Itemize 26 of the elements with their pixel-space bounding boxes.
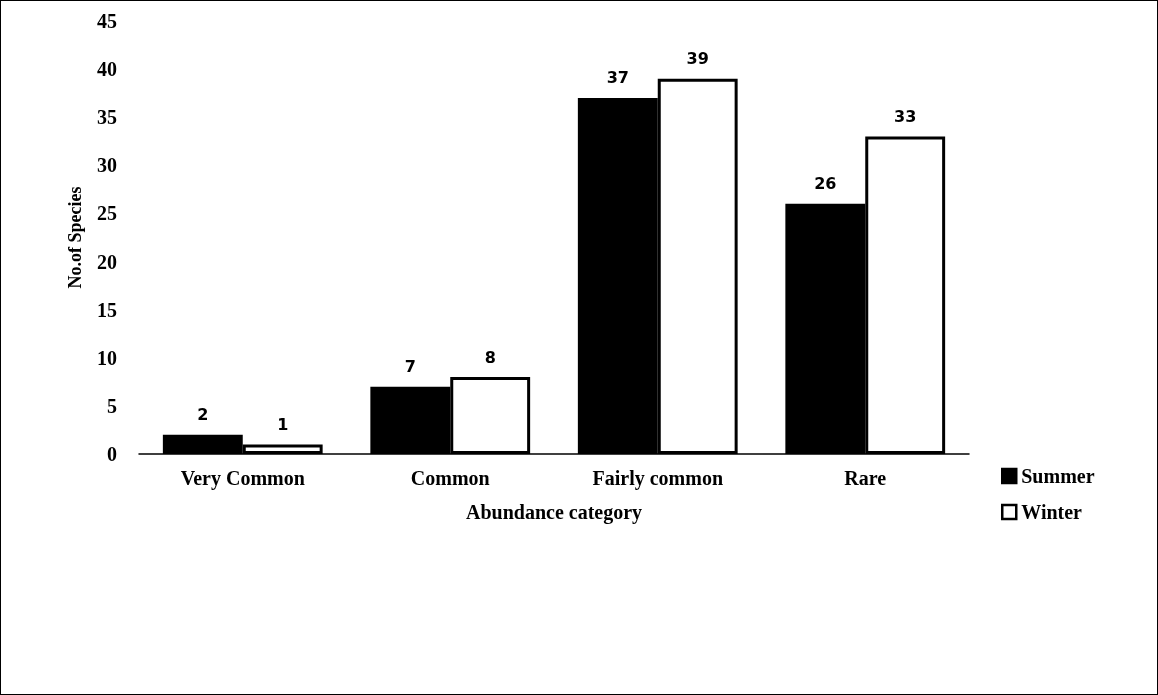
data-label: 7 [404, 357, 416, 377]
y-axis-title: No.of Species [65, 186, 85, 289]
x-tick-label: Common [410, 467, 490, 489]
legend-label: Summer [1021, 465, 1095, 487]
legend-label: Winter [1021, 501, 1083, 523]
x-tick-label: Fairly common [592, 467, 724, 490]
x-axis-title: Abundance category [465, 501, 643, 524]
data-label: 37 [606, 68, 629, 88]
data-label: 2 [197, 405, 209, 425]
y-tick-label: 35 [97, 106, 117, 129]
data-label: 39 [686, 49, 709, 69]
y-tick-label: 15 [97, 298, 117, 321]
data-label: 33 [894, 106, 917, 126]
y-tick-label: 20 [97, 250, 117, 273]
y-tick-label: 45 [97, 10, 117, 32]
y-tick-label: 40 [97, 58, 117, 81]
data-label: 26 [814, 174, 837, 194]
x-tick-label: Rare [844, 467, 887, 489]
data-label: 8 [484, 347, 496, 367]
y-tick-label: 5 [107, 394, 117, 417]
y-tick-label: 25 [97, 202, 117, 225]
data-label: 1 [277, 414, 289, 434]
x-tick-label: Very Common [180, 467, 305, 490]
y-tick-label: 10 [97, 346, 117, 369]
y-tick-label: 30 [97, 154, 117, 177]
y-tick-label: 0 [107, 443, 117, 465]
